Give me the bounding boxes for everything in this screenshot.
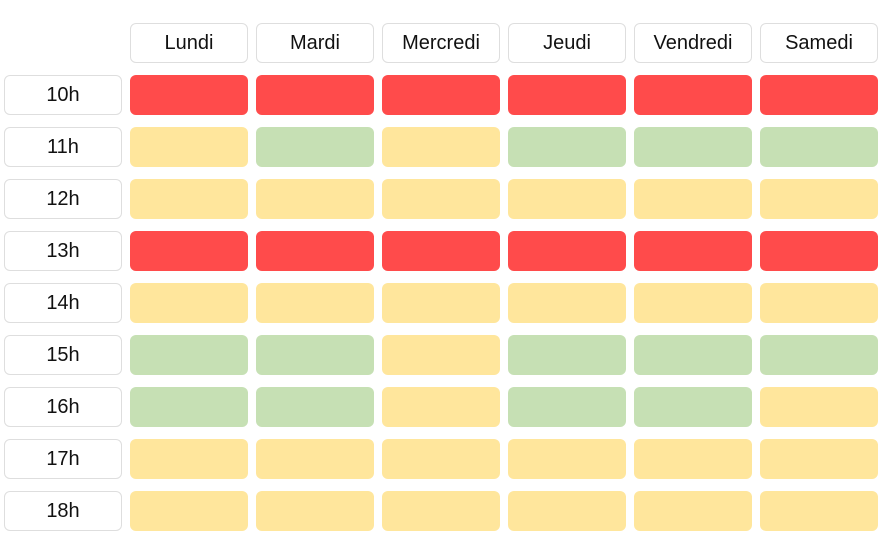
slot-samedi-16h[interactable] — [760, 387, 878, 427]
slot-mardi-14h[interactable] — [256, 283, 374, 323]
day-header-vendredi: Vendredi — [634, 23, 752, 63]
slot-mercredi-11h[interactable] — [382, 127, 500, 167]
slot-lundi-17h[interactable] — [130, 439, 248, 479]
slot-jeudi-16h[interactable] — [508, 387, 626, 427]
schedule-grid: Lundi Mardi Mercredi Jeudi Vendredi Samedi 10h… — [4, 23, 878, 531]
slot-lundi-18h[interactable] — [130, 491, 248, 531]
day-header-mardi: Mardi — [256, 23, 374, 63]
slot-mardi-13h[interactable] — [256, 231, 374, 271]
slot-mercredi-14h[interactable] — [382, 283, 500, 323]
slot-lundi-14h[interactable] — [130, 283, 248, 323]
slot-mardi-11h[interactable] — [256, 127, 374, 167]
hour-label-13h: 13h — [4, 231, 122, 271]
slot-mardi-15h[interactable] — [256, 335, 374, 375]
slot-mardi-18h[interactable] — [256, 491, 374, 531]
slot-mardi-17h[interactable] — [256, 439, 374, 479]
slot-lundi-15h[interactable] — [130, 335, 248, 375]
slot-jeudi-11h[interactable] — [508, 127, 626, 167]
slot-mercredi-15h[interactable] — [382, 335, 500, 375]
slot-jeudi-13h[interactable] — [508, 231, 626, 271]
slot-lundi-11h[interactable] — [130, 127, 248, 167]
slot-samedi-14h[interactable] — [760, 283, 878, 323]
slot-vendredi-11h[interactable] — [634, 127, 752, 167]
day-header-mercredi: Mercredi — [382, 23, 500, 63]
hour-label-11h: 11h — [4, 127, 122, 167]
slot-mercredi-18h[interactable] — [382, 491, 500, 531]
slot-vendredi-15h[interactable] — [634, 335, 752, 375]
day-header-lundi: Lundi — [130, 23, 248, 63]
slot-mardi-10h[interactable] — [256, 75, 374, 115]
day-header-samedi: Samedi — [760, 23, 878, 63]
slot-mercredi-10h[interactable] — [382, 75, 500, 115]
slot-vendredi-17h[interactable] — [634, 439, 752, 479]
hour-label-15h: 15h — [4, 335, 122, 375]
slot-mercredi-12h[interactable] — [382, 179, 500, 219]
day-header-jeudi: Jeudi — [508, 23, 626, 63]
hour-label-10h: 10h — [4, 75, 122, 115]
hour-label-16h: 16h — [4, 387, 122, 427]
slot-vendredi-12h[interactable] — [634, 179, 752, 219]
slot-mercredi-13h[interactable] — [382, 231, 500, 271]
slot-samedi-12h[interactable] — [760, 179, 878, 219]
slot-samedi-11h[interactable] — [760, 127, 878, 167]
slot-jeudi-17h[interactable] — [508, 439, 626, 479]
slot-lundi-12h[interactable] — [130, 179, 248, 219]
slot-vendredi-10h[interactable] — [634, 75, 752, 115]
slot-jeudi-14h[interactable] — [508, 283, 626, 323]
hour-label-12h: 12h — [4, 179, 122, 219]
slot-jeudi-10h[interactable] — [508, 75, 626, 115]
slot-mercredi-16h[interactable] — [382, 387, 500, 427]
slot-lundi-13h[interactable] — [130, 231, 248, 271]
slot-mercredi-17h[interactable] — [382, 439, 500, 479]
slot-jeudi-15h[interactable] — [508, 335, 626, 375]
slot-samedi-15h[interactable] — [760, 335, 878, 375]
slot-vendredi-13h[interactable] — [634, 231, 752, 271]
hour-label-14h: 14h — [4, 283, 122, 323]
slot-samedi-13h[interactable] — [760, 231, 878, 271]
slot-samedi-17h[interactable] — [760, 439, 878, 479]
slot-samedi-18h[interactable] — [760, 491, 878, 531]
slot-vendredi-14h[interactable] — [634, 283, 752, 323]
slot-jeudi-18h[interactable] — [508, 491, 626, 531]
slot-mardi-16h[interactable] — [256, 387, 374, 427]
grid-corner — [4, 23, 122, 63]
slot-vendredi-18h[interactable] — [634, 491, 752, 531]
slot-vendredi-16h[interactable] — [634, 387, 752, 427]
slot-lundi-10h[interactable] — [130, 75, 248, 115]
slot-jeudi-12h[interactable] — [508, 179, 626, 219]
slot-mardi-12h[interactable] — [256, 179, 374, 219]
slot-lundi-16h[interactable] — [130, 387, 248, 427]
hour-label-17h: 17h — [4, 439, 122, 479]
hour-label-18h: 18h — [4, 491, 122, 531]
slot-samedi-10h[interactable] — [760, 75, 878, 115]
